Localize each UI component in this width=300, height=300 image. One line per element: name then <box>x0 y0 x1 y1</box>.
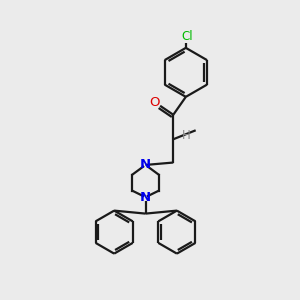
Text: O: O <box>149 96 160 109</box>
Text: N: N <box>140 191 151 204</box>
Text: H: H <box>182 129 190 142</box>
Text: Cl: Cl <box>182 29 193 43</box>
Text: N: N <box>140 158 151 171</box>
